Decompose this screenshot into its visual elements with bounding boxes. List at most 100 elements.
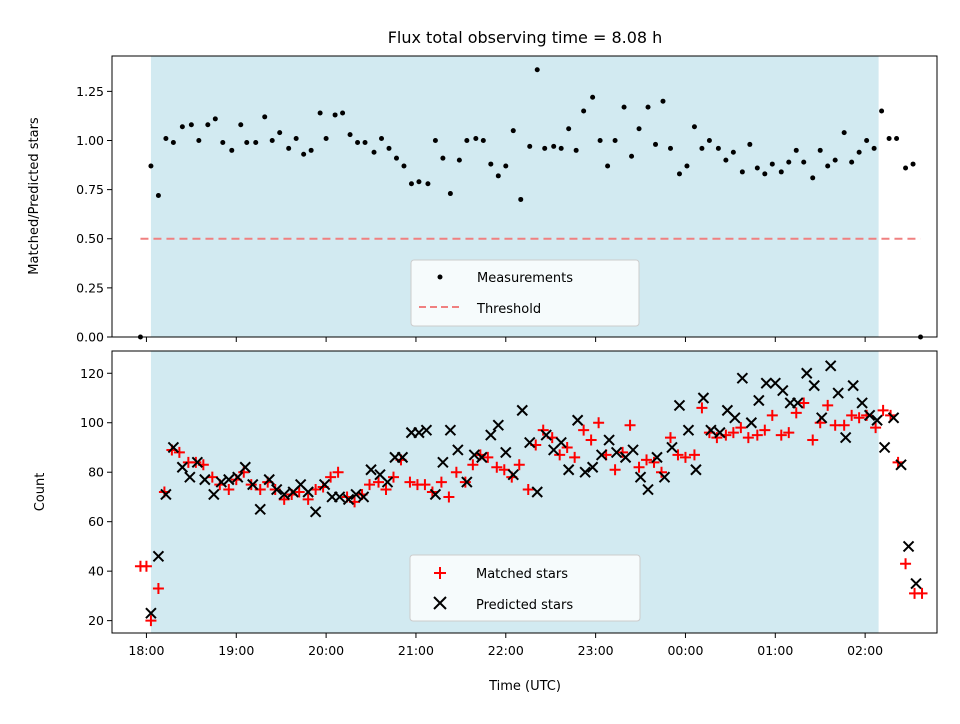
bottom-panel: 20 40 60 80 100 120 18:00 19:00 20:00 21:00 22:00… (33, 350, 938, 694)
measurement-point-71 (699, 145, 705, 151)
measurement-point-7 (196, 137, 202, 143)
bottom-x-tick-label-8: 02:00 (847, 643, 883, 658)
top-y-tick-label-1: 0.25 (76, 280, 104, 295)
measurement-point-90 (849, 159, 855, 165)
predicted-star-point-63 (642, 483, 654, 496)
measurement-point-67 (667, 145, 673, 151)
predicted-star-point-26 (350, 488, 362, 501)
matched-star-point-15 (245, 479, 257, 491)
matched-star-point-37 (419, 479, 431, 491)
measurement-point-30 (379, 136, 385, 142)
measurement-point-12 (238, 122, 244, 128)
bottom-y-ticks: 20 40 60 80 100 120 (80, 366, 112, 628)
predicted-star-point-8 (208, 488, 220, 501)
matched-star-point-90 (838, 419, 850, 431)
measurement-point-82 (786, 159, 792, 165)
bottom-y-tick-label-1: 40 (88, 564, 104, 579)
predicted-star-point-20 (302, 486, 314, 498)
predicted-star-point-72 (714, 426, 726, 439)
measurement-point-1 (148, 163, 154, 169)
measurement-point-28 (362, 139, 368, 145)
measurement-point-14 (253, 139, 259, 145)
predicted-star-point-14 (254, 503, 266, 516)
predicted-star-point-88 (839, 431, 852, 444)
legend-measurements-marker (437, 274, 443, 280)
measurement-point-6 (188, 122, 194, 128)
matched-star-point-57 (578, 424, 590, 436)
predicted-star-point-32 (396, 451, 409, 464)
bottom-x-tick-label-5: 23:00 (578, 643, 614, 658)
predicted-star-point-16 (270, 483, 283, 496)
top-y-tick-label-2: 0.50 (76, 231, 104, 246)
measurement-point-46 (503, 163, 509, 169)
predicted-star-point-47 (516, 404, 528, 417)
predicted-star-point-0 (145, 607, 157, 619)
matched-star-point-6 (173, 446, 185, 458)
predicted-star-point-48 (524, 436, 536, 449)
predicted-star-point-67 (673, 399, 686, 412)
bottom-x-tick-label-1: 19:00 (218, 643, 254, 658)
matched-star-point-84 (790, 407, 802, 419)
top-panel: 0.00 0.25 0.50 0.75 1.00 1.25 Matched/Predict… (27, 55, 938, 345)
top-y-tick-label-4: 1.00 (76, 133, 104, 148)
measurement-point-95 (886, 136, 892, 142)
measurement-point-4 (170, 139, 176, 145)
predicted-star-point-95 (895, 459, 907, 471)
predicted-star-point-89 (847, 379, 859, 392)
predicted-star-point-2 (160, 488, 172, 501)
measurement-point-91 (856, 149, 862, 155)
matched-star-point-63 (624, 419, 636, 431)
measurement-point-25 (340, 110, 346, 116)
top-y-tick-label-0: 0.00 (76, 330, 104, 345)
matched-star-point-72 (696, 402, 708, 414)
matched-star-point-26 (332, 466, 344, 478)
measurement-point-44 (488, 161, 494, 167)
matched-star-point-94 (870, 422, 882, 434)
predicted-star-point-10 (223, 473, 235, 486)
measurement-point-74 (723, 157, 729, 163)
measurement-point-50 (534, 67, 540, 73)
matched-star-point-95 (877, 404, 889, 416)
measurement-point-31 (386, 145, 392, 151)
measurement-point-33 (401, 163, 407, 169)
measurement-point-64 (645, 104, 651, 110)
measurement-point-18 (286, 145, 292, 151)
predicted-star-point-3 (167, 441, 180, 454)
matched-star-point-76 (727, 427, 739, 439)
measurement-point-40 (456, 157, 462, 163)
top-y-ticks: 0.00 0.25 0.50 0.75 1.00 1.25 (76, 84, 112, 345)
matched-star-point-40 (443, 491, 455, 503)
predicted-star-point-83 (801, 367, 813, 379)
measurement-point-56 (581, 108, 587, 114)
predicted-star-point-5 (184, 471, 196, 483)
measurement-point-63 (636, 126, 642, 132)
matched-star-point-85 (798, 397, 810, 409)
predicted-star-point-56 (586, 461, 599, 473)
matched-star-point-64 (633, 461, 645, 473)
matched-star-point-43 (467, 459, 479, 471)
top-legend: Measurements Threshold (410, 259, 640, 327)
measurement-point-26 (347, 132, 353, 138)
matched-star-point-100 (916, 587, 928, 599)
bottom-axes-frame (111, 350, 938, 634)
matched-star-point-62 (617, 446, 629, 458)
measurement-point-88 (832, 157, 838, 163)
measurement-point-72 (706, 137, 712, 143)
predicted-star-point-84 (808, 379, 820, 392)
predicted-star-point-4 (176, 461, 189, 473)
predicted-star-point-15 (263, 473, 275, 486)
predicted-star-point-12 (239, 461, 251, 473)
measurement-point-8 (205, 122, 211, 128)
measurement-point-22 (317, 110, 323, 116)
measurement-point-19 (293, 136, 299, 142)
measurement-point-85 (810, 175, 816, 181)
matched-star-point-71 (688, 449, 700, 461)
measurement-point-29 (371, 149, 377, 155)
measurement-point-87 (825, 163, 831, 169)
predicted-star-point-74 (729, 412, 741, 424)
predicted-star-point-36 (429, 488, 442, 501)
predicted-star-point-68 (682, 424, 695, 436)
bottom-legend-box (409, 554, 641, 622)
predicted-star-point-70 (697, 392, 710, 404)
bottom-x-tick-label-7: 01:00 (757, 643, 793, 658)
